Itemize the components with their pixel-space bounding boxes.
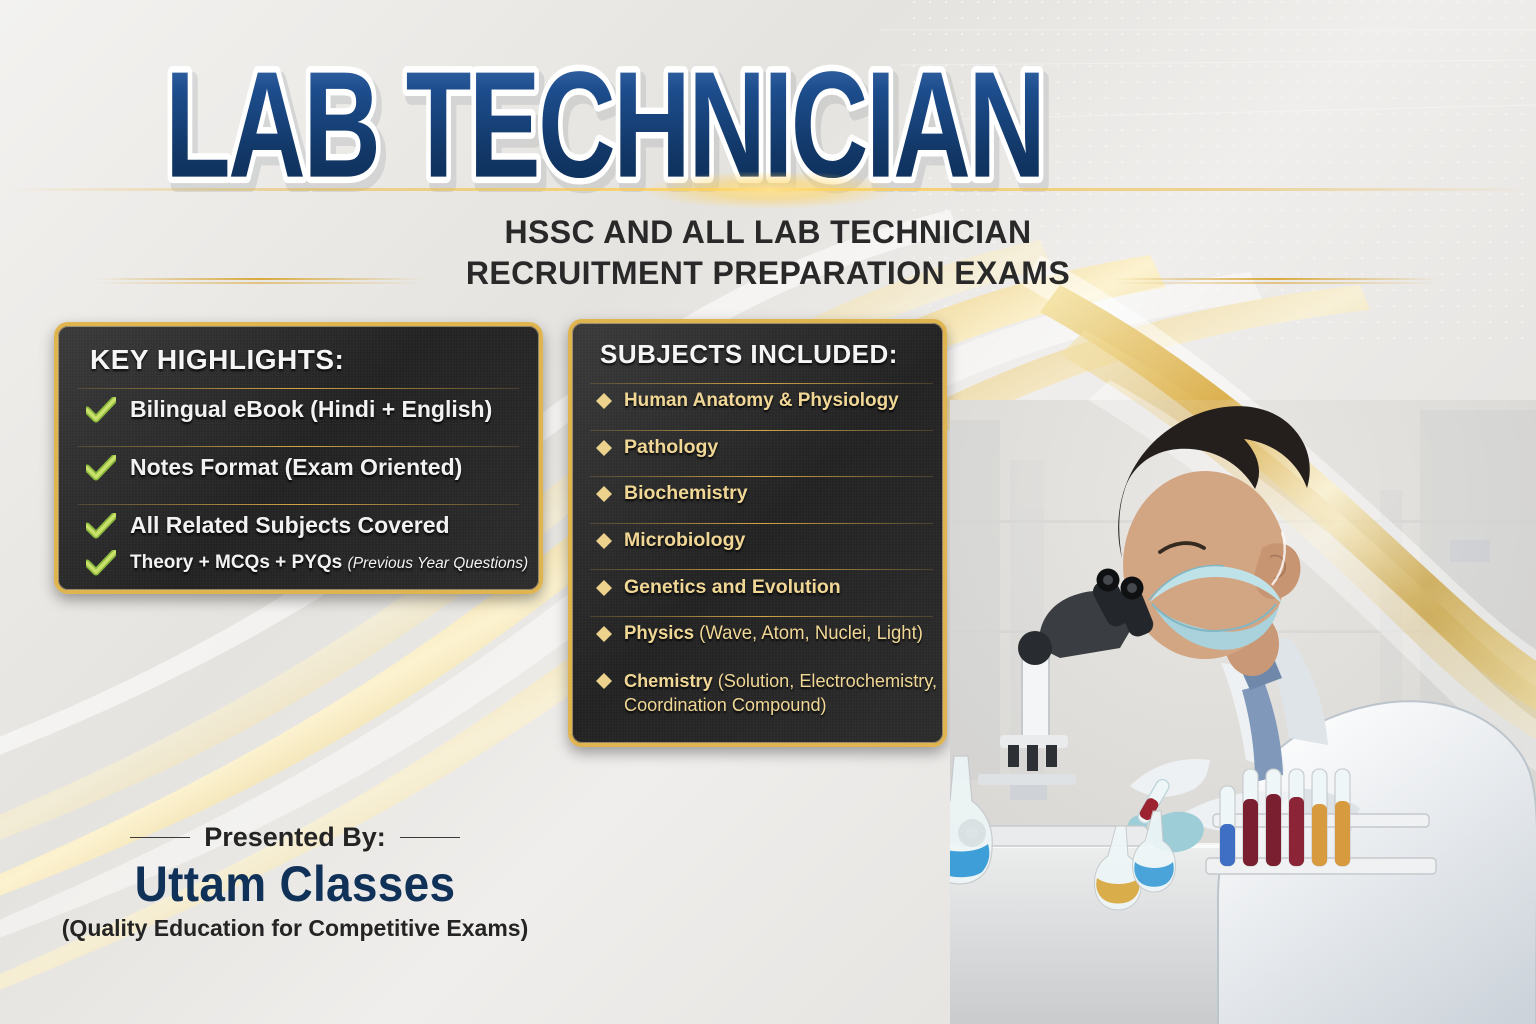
svg-text:LAB TECHNICIAN: LAB TECHNICIAN [165, 39, 1043, 208]
